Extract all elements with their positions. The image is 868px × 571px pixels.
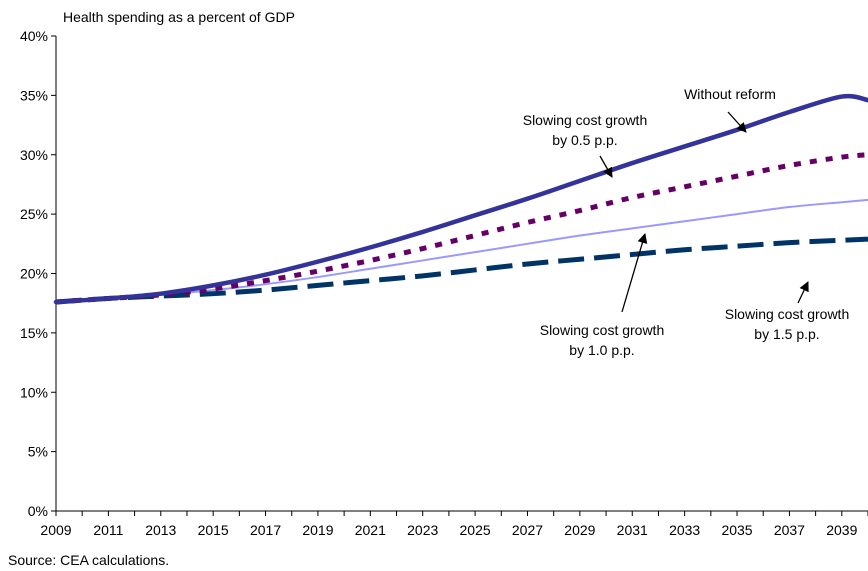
ann-slow-0-5-label: by 0.5 p.p. xyxy=(552,132,617,148)
x-tick-label: 2037 xyxy=(774,522,805,538)
y-tick-label: 15% xyxy=(20,325,48,341)
series-line-slow-1-0 xyxy=(55,198,868,303)
series-line-without-reform xyxy=(53,93,868,305)
y-tick-label: 10% xyxy=(20,384,48,400)
y-tick-label: 40% xyxy=(20,28,48,44)
source-note: Source: CEA calculations. xyxy=(8,552,170,568)
ann-slow-1-5-label: Slowing cost growth xyxy=(725,306,850,322)
x-tick-label: 2031 xyxy=(617,522,648,538)
ann-without-reform-arrow xyxy=(727,111,747,133)
chart-title: Health spending as a percent of GDP xyxy=(63,9,295,25)
x-tick-label: 2027 xyxy=(512,522,543,538)
y-tick-label: 0% xyxy=(28,503,48,519)
x-tick-label: 2033 xyxy=(669,522,700,538)
ann-slow-1-5-label: by 1.5 p.p. xyxy=(754,326,819,342)
ann-slow-1-5-arrow xyxy=(797,281,809,304)
x-tick-label: 2011 xyxy=(93,522,123,538)
ann-without-reform-label: Without reform xyxy=(684,86,776,102)
x-tick-label: 2021 xyxy=(355,522,386,538)
y-tick-label: 5% xyxy=(28,444,48,460)
y-tick-label: 30% xyxy=(20,147,48,163)
y-tick-label: 35% xyxy=(20,87,48,103)
x-tick-label: 2009 xyxy=(40,522,71,538)
y-tick-label: 20% xyxy=(20,266,48,282)
x-tick-label: 2015 xyxy=(198,522,229,538)
x-tick-label: 2017 xyxy=(250,522,281,538)
x-tick-label: 2013 xyxy=(145,522,176,538)
health-spending-chart: Health spending as a percent of GDP 0% 5%… xyxy=(20,9,868,538)
ann-slow-0-5-label: Slowing cost growth xyxy=(523,112,648,128)
ann-slow-1-0-label: Slowing cost growth xyxy=(540,322,665,338)
x-tick-label: 2029 xyxy=(564,522,595,538)
x-tick-label: 2039 xyxy=(826,522,857,538)
x-tick-label: 2025 xyxy=(460,522,491,538)
x-tick-label: 2019 xyxy=(302,522,333,538)
y-tick-label: 25% xyxy=(20,206,48,222)
x-tick-label: 2023 xyxy=(407,522,438,538)
x-tick-label: 2035 xyxy=(721,522,752,538)
ann-slow-1-0-arrow xyxy=(621,233,648,313)
ann-slow-1-0-label: by 1.0 p.p. xyxy=(569,342,634,358)
series-line-slow-1-5 xyxy=(55,236,868,305)
ann-slow-0-5-arrow xyxy=(599,155,613,178)
series-line-slow-0-5 xyxy=(55,152,868,305)
